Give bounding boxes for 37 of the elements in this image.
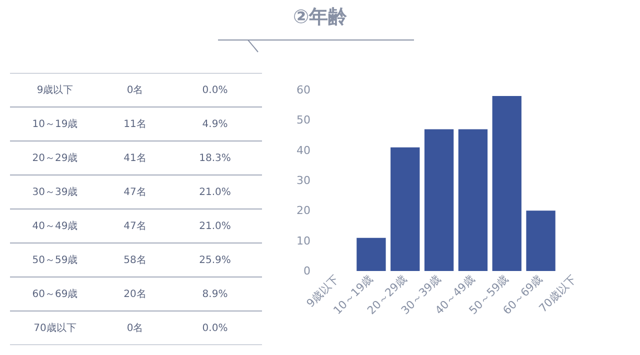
text: 47名 xyxy=(124,186,146,198)
y-tick-label: 50 xyxy=(296,114,310,127)
text: 21.0% xyxy=(199,187,231,198)
text: 20～29歳 xyxy=(32,152,78,164)
y-tick-label: 20 xyxy=(296,204,310,218)
text: 25.9% xyxy=(199,255,231,266)
text: 30～39歳 xyxy=(32,186,78,198)
bar xyxy=(390,147,420,271)
text: 18.3% xyxy=(199,153,231,164)
y-tick-label: 0 xyxy=(304,264,310,278)
text: 21.0% xyxy=(199,221,231,232)
bar xyxy=(356,238,386,271)
chart-title: ②年齢 xyxy=(292,5,348,30)
bar xyxy=(526,210,556,271)
text: 50～59歳 xyxy=(32,254,78,266)
text: 0.0% xyxy=(202,323,228,334)
text: 9歳以下 xyxy=(36,84,74,96)
bar xyxy=(424,129,454,271)
bar xyxy=(458,129,488,271)
text: 58名 xyxy=(124,254,146,266)
text: 0名 xyxy=(126,84,144,96)
text: 10～19歳 xyxy=(32,118,78,130)
y-tick-label: 10 xyxy=(296,234,310,248)
text: 70歳以下 xyxy=(34,322,76,334)
text: 47名 xyxy=(124,220,146,232)
text: 41名 xyxy=(124,152,146,164)
y-tick-label: 60 xyxy=(296,84,310,96)
text: 4.9% xyxy=(202,119,228,130)
text: 11名 xyxy=(124,118,146,130)
y-tick-label: 30 xyxy=(296,174,310,187)
text: 8.9% xyxy=(202,289,228,300)
text: 0.0% xyxy=(202,85,228,96)
text: 20名 xyxy=(124,288,146,300)
bar xyxy=(492,96,522,271)
text: 0名 xyxy=(126,322,144,334)
y-tick-label: 40 xyxy=(296,144,310,157)
text: 40～49歳 xyxy=(32,220,78,232)
